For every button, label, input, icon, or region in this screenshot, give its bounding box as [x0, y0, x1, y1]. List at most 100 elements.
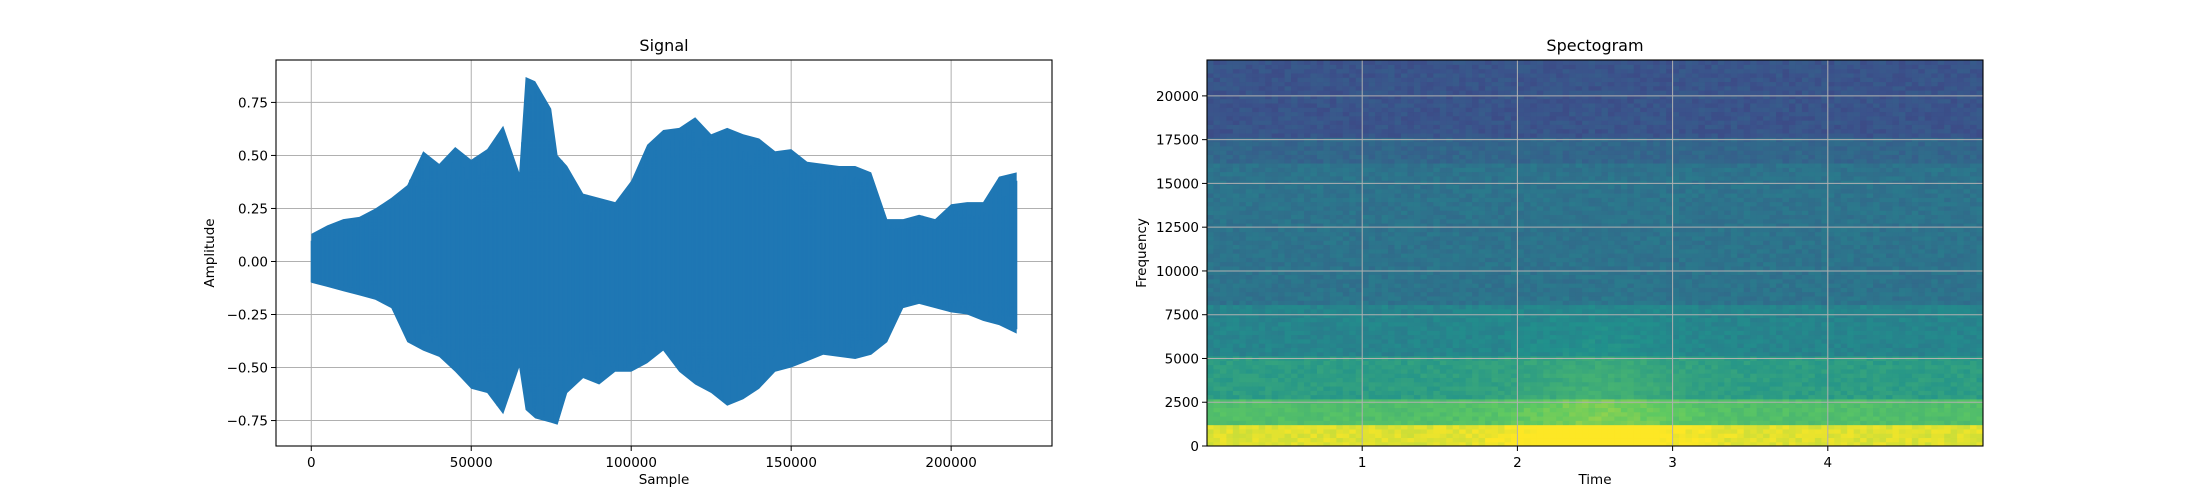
spectrogram-cell	[1407, 150, 1415, 155]
spectrogram-cell	[1278, 111, 1286, 117]
spectrogram-cell	[1219, 321, 1227, 327]
spectrogram-cell	[1232, 403, 1240, 408]
spectrogram-cell	[1401, 351, 1409, 357]
spectrogram-cell	[1368, 218, 1376, 224]
spectrogram-cell	[1219, 128, 1227, 134]
spectrogram-cell	[1472, 381, 1480, 387]
spectrogram-cell	[1517, 394, 1525, 400]
spectrogram-cell	[1381, 265, 1389, 271]
spectrogram-cell	[1530, 334, 1538, 340]
spectrogram-cell	[1284, 120, 1292, 125]
spectrogram-cell	[1226, 295, 1234, 301]
spectrogram-cell	[1517, 274, 1525, 280]
spectrogram-cell	[1465, 81, 1473, 87]
spectrogram-cell	[1278, 72, 1286, 78]
spectrogram-cell	[1375, 351, 1383, 357]
spectrogram-cell	[1265, 218, 1273, 224]
spectrogram-cell	[1310, 111, 1318, 117]
spectrogram-cell	[1491, 167, 1499, 173]
spectrogram-cell	[1523, 141, 1531, 147]
spectrogram-cell	[1271, 180, 1279, 185]
spectrogram-cell	[1271, 244, 1279, 250]
spectrogram-cell	[1491, 411, 1499, 417]
spectrogram-cell	[1336, 283, 1344, 288]
spectrogram-cell	[1271, 218, 1279, 224]
spectrogram-cell	[1207, 240, 1215, 246]
spectrogram-cell	[1349, 214, 1357, 220]
spectrogram-cell	[1297, 107, 1305, 113]
spectrogram-cell	[1271, 364, 1279, 370]
spectrogram-cell	[1556, 398, 1564, 404]
spectrogram-cell	[1336, 64, 1344, 70]
spectrogram-cell	[1349, 81, 1357, 87]
spectrogram-cell	[1304, 433, 1312, 439]
spectrogram-cell	[1510, 270, 1518, 276]
spectrogram-cell	[1510, 304, 1518, 310]
spectrogram-cell	[1498, 128, 1506, 134]
spectrogram-cell	[1446, 162, 1454, 168]
spectrogram-cell	[1336, 205, 1344, 211]
spectrogram-cell	[1478, 205, 1486, 211]
spectrogram-cell	[1452, 240, 1460, 246]
spectrogram-cell	[1381, 175, 1389, 181]
spectrogram-cell	[1271, 437, 1279, 443]
spectrogram-cell	[1472, 77, 1480, 83]
spectrogram-cell	[1271, 115, 1279, 121]
spectrogram-cell	[1485, 360, 1493, 366]
spectrogram-cell	[1362, 205, 1370, 211]
spectrogram-cell	[1556, 257, 1564, 263]
spectrogram-cell	[1472, 334, 1480, 340]
spectrogram-cell	[1304, 128, 1312, 134]
spectrogram-cell	[1323, 360, 1331, 366]
spectrogram-cell	[1549, 244, 1557, 250]
spectrogram-cell	[1543, 334, 1551, 340]
spectrogram-cell	[1381, 102, 1389, 108]
spectrogram-cell	[1310, 201, 1318, 207]
spectrogram-cell	[1420, 141, 1428, 147]
spectrogram-cell	[1517, 102, 1525, 108]
spectrogram-cell	[1226, 373, 1234, 378]
spectrogram-cell	[1459, 85, 1467, 91]
spectrogram-cell	[1342, 197, 1350, 203]
spectrogram-cell	[1329, 158, 1337, 164]
spectrogram-cell	[1336, 287, 1344, 293]
spectrogram-cell	[1258, 90, 1266, 95]
spectrogram-cell	[1245, 334, 1253, 340]
spectrogram-cell	[1207, 295, 1215, 301]
spectrogram-cell	[1297, 394, 1305, 400]
spectrogram-cell	[1349, 248, 1357, 254]
spectrogram-cell	[1310, 338, 1318, 344]
spectrogram-cell	[1258, 162, 1266, 168]
spectrogram-cell	[1446, 180, 1454, 185]
spectrogram-cell	[1252, 90, 1260, 95]
spectrogram-cell	[1252, 64, 1260, 70]
spectrogram-cell	[1252, 377, 1260, 383]
spectrogram-cell	[1556, 390, 1564, 396]
spectrogram-cell	[1452, 248, 1460, 254]
spectrogram-cell	[1375, 415, 1383, 421]
spectrogram-cell	[1304, 132, 1312, 138]
spectrogram-cell	[1342, 407, 1350, 413]
spectrogram-cell	[1252, 218, 1260, 224]
spectrogram-cell	[1536, 77, 1544, 83]
spectrogram-cell	[1316, 403, 1324, 408]
spectrogram-cell	[1452, 381, 1460, 387]
spectrogram-cell	[1265, 240, 1273, 246]
spectrogram-cell	[1420, 313, 1428, 318]
spectrogram-cell	[1226, 424, 1234, 430]
spectrogram-cell	[1388, 433, 1396, 439]
spectrogram-cell	[1388, 248, 1396, 254]
spectrogram-cell	[1401, 420, 1409, 426]
spectrogram-cell	[1517, 192, 1525, 198]
spectrogram-cell	[1394, 175, 1402, 181]
spectrogram-cell	[1323, 368, 1331, 374]
spectrogram-cell	[1446, 304, 1454, 310]
spectrogram-cell	[1342, 390, 1350, 396]
spectrogram-cell	[1323, 381, 1331, 387]
spectrogram-cell	[1362, 415, 1370, 421]
spectrogram-cell	[1394, 90, 1402, 95]
spectrogram-cell	[1439, 415, 1447, 421]
spectrogram-cell	[1355, 317, 1363, 323]
spectrogram-cell	[1284, 313, 1292, 318]
spectrogram-cell	[1452, 394, 1460, 400]
